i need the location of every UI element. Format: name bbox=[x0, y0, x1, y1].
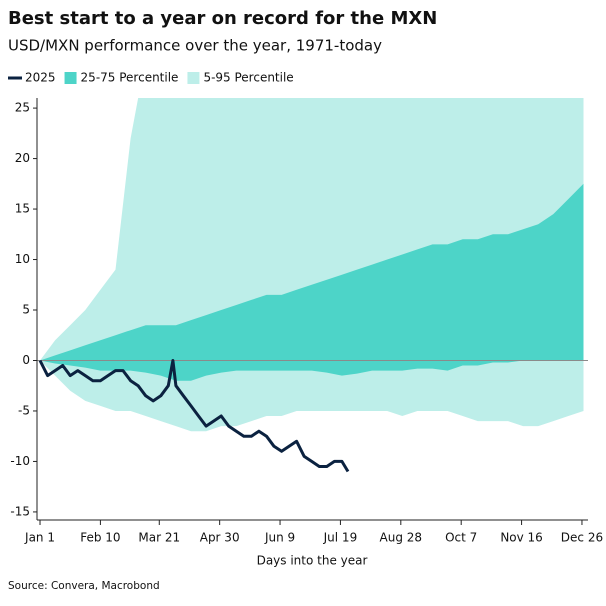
x-tick-label: Nov 16 bbox=[500, 531, 543, 545]
x-tick-label: Mar 21 bbox=[138, 531, 180, 545]
x-tick-label: Jun 9 bbox=[264, 531, 295, 545]
x-tick-label: Apr 30 bbox=[200, 531, 240, 545]
chart-subtitle: USD/MXN performance over the year, 1971-… bbox=[8, 37, 382, 55]
percentile-band bbox=[40, 183, 584, 381]
legend-label: 2025 bbox=[25, 71, 56, 85]
x-tick-label: Jul 19 bbox=[323, 531, 358, 545]
x-tick-label: Jan 1 bbox=[24, 531, 55, 545]
x-tick-label: Oct 7 bbox=[445, 531, 477, 545]
chart-title: Best start to a year on record for the M… bbox=[8, 8, 437, 29]
y-tick-label: 20 bbox=[15, 151, 30, 165]
y-tick-label: 10 bbox=[15, 252, 30, 266]
plot-area bbox=[37, 98, 588, 473]
source: Source: Convera, Macrobond bbox=[8, 580, 160, 592]
legend-swatch bbox=[64, 72, 77, 84]
y-tick-label: 5 bbox=[22, 303, 30, 317]
y-tick-label: -5 bbox=[18, 403, 30, 417]
x-axis-label: Days into the year bbox=[257, 554, 368, 568]
x-tick-label: Dec 26 bbox=[561, 531, 603, 545]
y-tick-label: 0 bbox=[22, 353, 30, 367]
x-tick-label: Aug 28 bbox=[380, 531, 423, 545]
legend-label: 25-75 Percentile bbox=[81, 71, 179, 85]
x-tick-label: Feb 10 bbox=[80, 531, 120, 545]
legend-label: 5-95 Percentile bbox=[203, 71, 293, 85]
y-tick-label: -10 bbox=[10, 454, 30, 468]
y-tick-label: 15 bbox=[15, 202, 30, 216]
y-tick-label: 25 bbox=[15, 101, 30, 115]
series-line bbox=[38, 359, 350, 473]
y-tick-label: -15 bbox=[10, 504, 30, 518]
legend-swatch bbox=[187, 72, 200, 84]
